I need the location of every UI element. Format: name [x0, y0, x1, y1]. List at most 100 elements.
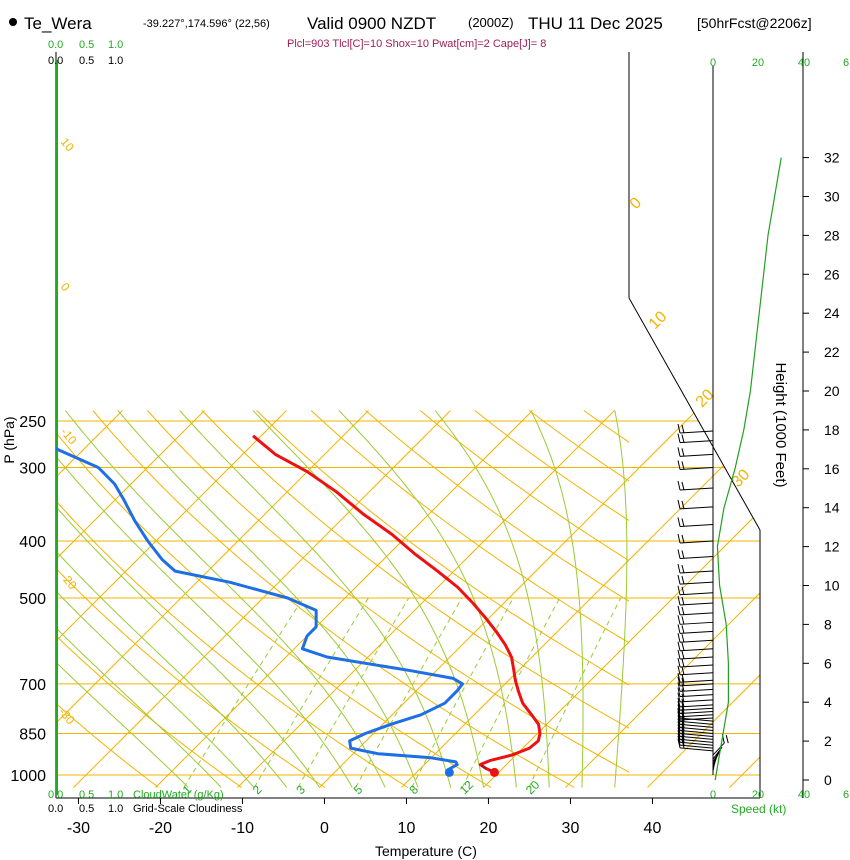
wind-barb-flag — [677, 676, 681, 687]
moist-adiabat-line — [434, 410, 550, 788]
wind-barb-shaft — [679, 540, 714, 544]
mixing-ratio-label: 5 — [351, 782, 366, 797]
isotherm-line — [319, 410, 697, 788]
wind-barb — [677, 433, 714, 444]
isotherm-line — [73, 410, 451, 788]
wind-barb-flag — [677, 692, 681, 702]
bottom-scale2-0.5: 0.5 — [79, 803, 94, 815]
height-tick-label: 2 — [824, 733, 832, 749]
wind-barb — [677, 730, 714, 743]
wind-barb-shaft — [679, 639, 714, 643]
wind-barb-shaft — [679, 621, 714, 625]
wind-barb-shaft — [679, 738, 714, 743]
moist-adiabat-line — [179, 410, 452, 788]
wind-barb-shaft — [679, 717, 714, 722]
pressure-tick-label: 250 — [19, 414, 46, 431]
wind-barb-flag — [677, 549, 681, 559]
isotherm-line — [56, 410, 205, 788]
height-tick-label: 28 — [824, 227, 840, 243]
wind-barb-flag — [681, 448, 685, 457]
top-scale2-0: 0.0 — [48, 55, 63, 67]
wind-barb-flag — [677, 447, 681, 457]
wind-barb-shaft — [679, 726, 714, 731]
wind-barb-shaft — [679, 630, 714, 634]
wind-barb — [677, 724, 714, 737]
wind-barb-flag — [681, 666, 685, 675]
wind-barb-flag — [681, 683, 685, 692]
wind-barb-flag — [681, 481, 685, 491]
wind-barb — [677, 721, 714, 734]
x-tick-label: -20 — [149, 820, 172, 837]
wind-barb-shaft — [679, 707, 714, 711]
wind-barb-flag — [681, 424, 685, 434]
forecast-info: [50hrFcst@2206z] — [697, 15, 812, 31]
wind-barb-flag — [677, 733, 681, 743]
wind-barb-flag — [677, 697, 681, 708]
wind-barb — [677, 687, 714, 698]
wind-barb-flag — [677, 718, 681, 728]
bottom-scale2-1.0: 1.0 — [108, 803, 123, 815]
surface-temperature-point — [489, 767, 499, 777]
wind-barb — [677, 692, 714, 703]
mixing-ratio-label: 8 — [406, 782, 421, 797]
wind-barb-shaft — [679, 487, 714, 491]
y-axis-title: P (hPa) — [1, 416, 17, 463]
wind-barb-flag — [677, 460, 681, 470]
wind-barb-flag — [677, 575, 681, 585]
mixing-ratio-line — [461, 597, 561, 788]
wind-barb-flag — [677, 707, 681, 717]
height-tick-label: 20 — [824, 383, 840, 399]
wind-barb-flag — [677, 563, 681, 574]
wind-barb-flag — [677, 710, 681, 721]
wind-barb-flag — [681, 616, 685, 625]
wind-barb-shaft — [679, 570, 714, 574]
dry-adiabat-line — [56, 567, 326, 788]
wind-barb-shaft — [679, 744, 714, 749]
wind-barb — [677, 665, 714, 676]
dry-adiabat-line — [201, 410, 629, 729]
bottom-scale2-0: 0.0 — [48, 803, 63, 815]
wind-barb-shaft — [679, 735, 714, 740]
wind-barb-flag — [681, 576, 685, 585]
wind-barb-flag — [681, 728, 685, 737]
height-tick-label: 16 — [824, 461, 840, 477]
wind-barb-shaft — [679, 440, 714, 444]
wind-barb-flag — [677, 480, 681, 491]
wind-barb — [677, 563, 714, 574]
top-scale-0.5: 0.5 — [79, 39, 94, 51]
wind-barb-flag — [677, 721, 681, 731]
wind-barb-shaft — [679, 694, 714, 698]
wind-barb — [677, 460, 714, 471]
isotherm-label: 10 — [646, 308, 671, 333]
height-tick-label: 8 — [824, 616, 832, 632]
wind-barb — [677, 423, 714, 434]
x-tick-label: 30 — [562, 820, 580, 837]
legend-labels: 0.0 0.5 1.0 0.0 0.5 1.0 0.0 0.5 1.0 Clou… — [1, 39, 789, 859]
wind-barb — [677, 738, 714, 752]
wind-barb-flag — [677, 724, 681, 734]
mixing-ratio-label: 20 — [523, 778, 543, 798]
wind-barb-shaft — [679, 732, 714, 737]
isotherm-line — [647, 410, 760, 788]
wind-barb-shaft — [679, 592, 714, 596]
x-tick-label: 20 — [480, 820, 498, 837]
wind-barb-flag — [681, 434, 685, 443]
height-tick-label: 14 — [824, 500, 840, 516]
x-tick-label: 40 — [644, 820, 662, 837]
pressure-tick-label: 700 — [19, 677, 46, 694]
pressure-tick-label: 1000 — [10, 768, 46, 785]
dry-adiabat-line — [256, 410, 629, 686]
cloudiness-label: Grid-Scale Cloudiness — [133, 803, 243, 815]
wind-barb-flag — [681, 642, 685, 651]
bottom-scale-0: 0.0 — [48, 789, 63, 801]
wind-barb-flag — [677, 715, 681, 725]
wind-barb-shaft — [679, 523, 714, 527]
x-tick-label: 10 — [398, 820, 416, 837]
isotherm-line — [56, 410, 369, 788]
moist-adiabat-line — [117, 410, 419, 788]
wind-barb-shaft — [679, 453, 714, 457]
wind-barb-flag — [681, 564, 685, 574]
moist-adiabat-line — [56, 455, 353, 788]
wind-barb-shaft — [679, 720, 714, 725]
